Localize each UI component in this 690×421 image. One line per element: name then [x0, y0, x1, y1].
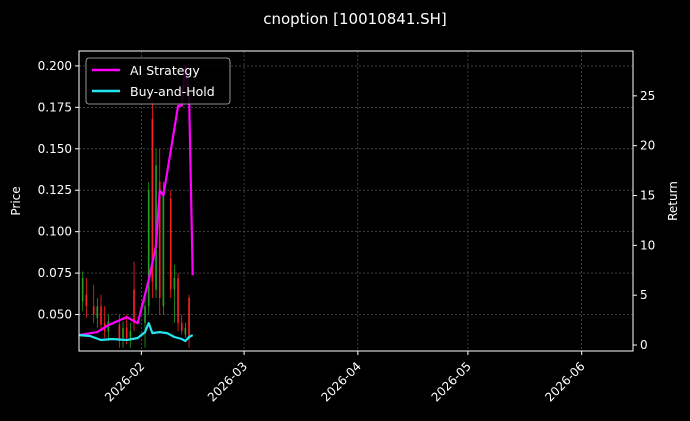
candle-body [158, 181, 161, 298]
legend-label-ai-strategy: AI Strategy [130, 63, 200, 78]
y-tick-label-right: 5 [640, 288, 648, 302]
candle-body [118, 324, 121, 342]
candle-body [180, 322, 183, 332]
candle-body [155, 165, 157, 290]
y-tick-label-left: 0.125 [38, 183, 72, 197]
y-tick-label-left: 0.100 [38, 225, 72, 239]
y-axis-label-left: Price [9, 186, 23, 215]
candle-body [96, 306, 99, 318]
plot-frame [78, 50, 634, 352]
y-tick-label-right: 20 [640, 139, 655, 153]
y-tick-label-right: 25 [640, 89, 655, 103]
candle-body [133, 289, 135, 323]
candle-body [188, 297, 190, 340]
candle-body [129, 331, 132, 338]
candle-body [173, 278, 176, 290]
y-tick-label-left: 0.175 [38, 100, 72, 114]
candle-body [177, 278, 179, 323]
series-line-buy-and-hold [78, 322, 194, 343]
y-tick-label-right: 0 [640, 338, 648, 352]
y-tick-label-right: 10 [640, 238, 655, 252]
legend-box [85, 57, 231, 105]
y-tick-label-left: 0.075 [38, 266, 72, 280]
chart-title: cnoption [10010841.SH] [263, 10, 447, 28]
candle-body [122, 327, 124, 338]
candle-body [169, 198, 172, 290]
candle-body [81, 278, 84, 302]
candle-body [85, 294, 88, 307]
candle-body [162, 190, 165, 307]
candle-body [125, 327, 128, 338]
y-axis-label-right: Return [666, 181, 680, 221]
candle-body [92, 306, 95, 315]
legend: AI Strategy Buy-and-Hold [85, 57, 231, 105]
candle-body [100, 306, 102, 325]
candle-body [147, 190, 150, 307]
y-tick-label-right: 15 [640, 189, 655, 203]
y-tick-label-left: 0.050 [38, 308, 72, 322]
candle-body [184, 327, 187, 335]
legend-label-buy-and-hold: Buy-and-Hold [130, 84, 215, 99]
candle-body [144, 306, 146, 323]
y-tick-label-left: 0.150 [38, 142, 72, 156]
y-tick-label-left: 0.200 [38, 59, 72, 73]
candle-body [151, 118, 154, 282]
